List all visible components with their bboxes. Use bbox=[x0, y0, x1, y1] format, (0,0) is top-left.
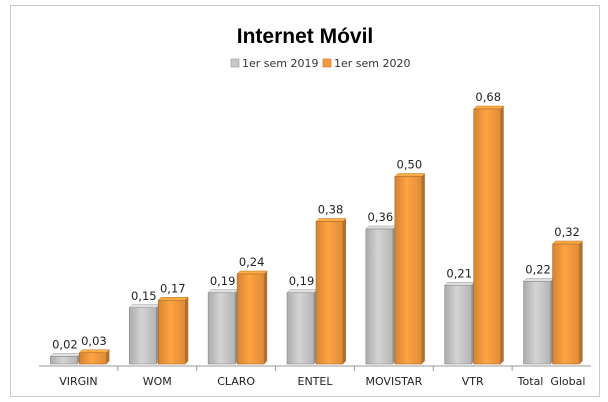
bar-1er-sem-2019-total-global bbox=[523, 281, 551, 365]
data-label: 0,38 bbox=[318, 203, 344, 217]
bar-1er-sem-2019-vtr bbox=[444, 284, 473, 365]
bar-side-1-5 bbox=[500, 106, 504, 364]
bar-1er-sem-2020-movistar bbox=[394, 176, 423, 365]
legend: 1er sem 2019 1er sem 2020 bbox=[230, 57, 411, 70]
data-label: 0,21 bbox=[446, 266, 472, 280]
bar-side-1-0 bbox=[106, 349, 110, 364]
bar-1er-sem-2019-movistar bbox=[365, 228, 394, 365]
bar-1er-sem-2020-claro bbox=[236, 273, 265, 365]
bar-top-1-5 bbox=[473, 105, 505, 110]
bar-side-1-1 bbox=[185, 297, 189, 364]
chart-container: Internet Móvil 1er sem 2019 1er sem 2020… bbox=[10, 5, 600, 397]
data-label: 0,17 bbox=[160, 281, 186, 295]
bar-1er-sem-2020-entel bbox=[315, 221, 344, 365]
bar-chart: Internet Móvil 1er sem 2019 1er sem 2020… bbox=[39, 25, 591, 388]
data-label: 0,32 bbox=[554, 225, 580, 239]
legend-label-2019: 1er sem 2019 bbox=[242, 57, 319, 70]
data-label: 0,24 bbox=[239, 255, 265, 269]
data-label: 0,36 bbox=[368, 210, 394, 224]
bar-top-0-5 bbox=[444, 282, 476, 286]
bar-side-1-4 bbox=[421, 173, 425, 364]
bar-top-1-6 bbox=[551, 240, 584, 245]
bar-top-1-1 bbox=[157, 297, 189, 301]
data-label: 0,15 bbox=[131, 289, 157, 303]
x-tick-label: CLARO bbox=[217, 375, 255, 388]
legend-swatch-2020 bbox=[322, 58, 332, 68]
x-axis: VIRGIN WOM CLARO ENTEL MOVISTAR VTR Total Glob… bbox=[39, 365, 591, 388]
bar-top-0-0 bbox=[49, 353, 82, 357]
data-label: 0,50 bbox=[397, 158, 423, 172]
bar-1er-sem-2020-total-global bbox=[552, 243, 580, 365]
bar-1er-sem-2020-virgin bbox=[79, 352, 107, 365]
bar-top-0-6 bbox=[522, 278, 555, 282]
data-label: 0,22 bbox=[525, 263, 551, 277]
bar-1er-sem-2019-claro bbox=[207, 292, 236, 365]
bar-1er-sem-2019-entel bbox=[286, 292, 315, 365]
bar-top-1-3 bbox=[315, 218, 347, 222]
data-label: 0,03 bbox=[81, 334, 107, 348]
data-label: 0,02 bbox=[52, 338, 78, 352]
bars-layer bbox=[49, 105, 584, 365]
bar-side-1-3 bbox=[343, 218, 346, 364]
legend-swatch-2019 bbox=[230, 58, 240, 68]
bar-top-0-3 bbox=[286, 289, 318, 293]
x-tick-label: VIRGIN bbox=[59, 375, 97, 388]
data-label: 0,68 bbox=[475, 90, 501, 104]
bar-1er-sem-2020-vtr bbox=[473, 108, 502, 365]
bar-top-0-4 bbox=[365, 225, 397, 230]
x-tick-label: Total Global bbox=[517, 375, 586, 388]
bar-1er-sem-2019-wom bbox=[128, 307, 157, 365]
data-labels-layer: 0,02 0,030,150,170,190,240,190,380,360,50… bbox=[52, 90, 580, 352]
bar-top-1-4 bbox=[394, 173, 426, 177]
x-tick-label: VTR bbox=[462, 375, 484, 388]
bar-top-0-2 bbox=[207, 289, 239, 293]
legend-label-2020: 1er sem 2020 bbox=[334, 57, 411, 70]
bar-1er-sem-2019-virgin bbox=[50, 356, 78, 365]
bar-side-1-2 bbox=[264, 271, 268, 364]
bar-side-1-6 bbox=[579, 241, 583, 364]
bar-top-1-2 bbox=[236, 270, 268, 275]
data-label: 0,19 bbox=[289, 274, 315, 288]
x-tick-label: MOVISTAR bbox=[365, 375, 422, 388]
x-tick-label: WOM bbox=[143, 375, 172, 388]
bar-top-0-1 bbox=[128, 304, 160, 308]
bar-1er-sem-2020-wom bbox=[157, 299, 186, 365]
bar-top-1-0 bbox=[78, 349, 111, 353]
x-tick-label: ENTEL bbox=[298, 375, 334, 388]
data-label: 0,19 bbox=[210, 274, 236, 288]
chart-title: Internet Móvil bbox=[237, 25, 374, 48]
